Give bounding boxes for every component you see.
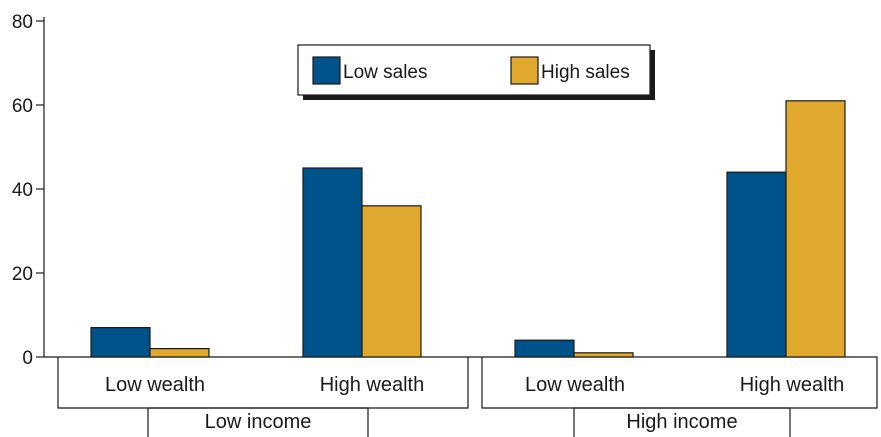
group-box-right	[573, 407, 791, 437]
bar-high-sales-2	[573, 352, 634, 358]
y-tick-label-2: 40	[12, 180, 33, 201]
y-tick-label-0: 0	[22, 348, 33, 369]
y-ticks: 0 20 40 60 80	[12, 12, 44, 369]
legend-label-low-sales: Low sales	[343, 62, 428, 83]
y-tick-label-1: 20	[12, 264, 33, 285]
bar-high-sales-1	[361, 205, 422, 358]
legend-box	[297, 44, 651, 96]
bar-high-sales-3	[785, 100, 846, 358]
legend: Low sales High sales	[297, 44, 655, 100]
bar-low-sales-1	[302, 167, 363, 358]
bar-low-sales-0	[90, 327, 151, 358]
group-label-1: High income	[626, 411, 737, 433]
legend-swatch-high-sales	[510, 56, 539, 85]
legend-label-high-sales: High sales	[541, 62, 630, 83]
category-label-3: High wealth	[740, 374, 845, 396]
bar-low-sales-2	[514, 339, 575, 358]
group-label-0: Low income	[205, 411, 312, 433]
bar-high-sales-0	[149, 348, 210, 358]
category-label-0: Low wealth	[105, 374, 205, 396]
category-label-1: High wealth	[320, 374, 425, 396]
legend-swatch-low-sales	[312, 56, 341, 85]
bar-low-sales-3	[726, 171, 787, 358]
y-tick-label-3: 60	[12, 96, 33, 117]
category-axis: Low wealth High wealth Low wealth High w…	[57, 357, 878, 437]
bars	[90, 100, 846, 358]
y-tick-label-4: 80	[12, 12, 33, 33]
group-box-left	[147, 407, 369, 437]
category-label-2: Low wealth	[525, 374, 625, 396]
